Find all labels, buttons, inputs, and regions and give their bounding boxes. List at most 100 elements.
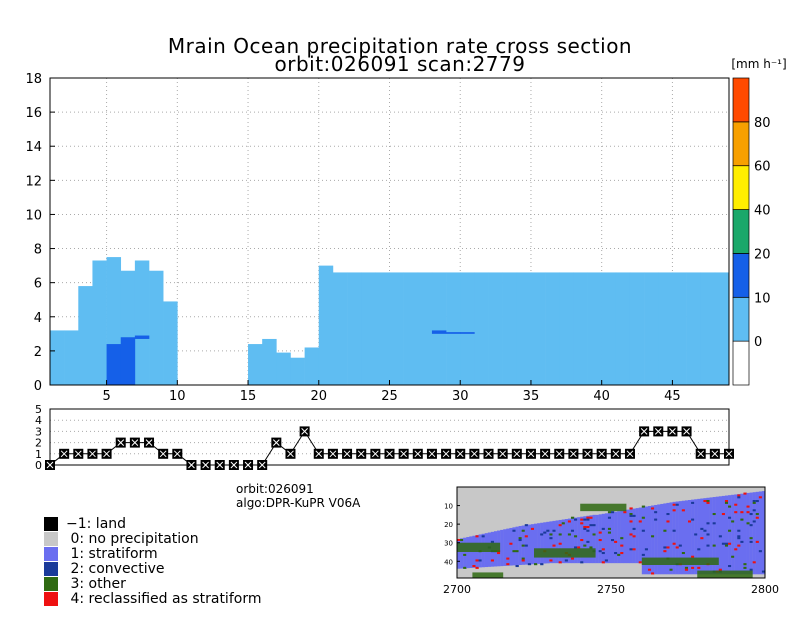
swath-pixel xyxy=(672,542,676,545)
swath-pixel xyxy=(463,566,467,569)
rain-column xyxy=(347,272,362,385)
swath-pixel xyxy=(506,563,510,566)
swath-precip-column xyxy=(734,494,738,575)
swath-pixel xyxy=(457,539,461,542)
swath-precip-column xyxy=(466,537,470,569)
swath-other-region xyxy=(697,570,753,578)
flag-marker-cross xyxy=(89,450,96,458)
swath-pixel xyxy=(700,527,704,530)
swath-precip-column xyxy=(709,497,713,575)
swath-pixel xyxy=(734,511,738,514)
swath-pixel xyxy=(589,524,593,527)
swath-pixel xyxy=(700,537,704,540)
swath-pixel xyxy=(743,492,747,495)
swath-precip-column xyxy=(666,502,670,575)
flag-marker-cross xyxy=(230,461,238,469)
colorbar-segment xyxy=(732,121,750,167)
swath-precip-column xyxy=(706,497,710,575)
colorbar-tick-label: 40 xyxy=(754,204,771,219)
swath-precip-column xyxy=(561,519,565,564)
swath-pixel xyxy=(589,546,593,549)
swath-precip-column xyxy=(534,523,538,565)
swath-pixel xyxy=(564,559,569,562)
swath-pixel xyxy=(623,511,627,514)
swath-pixel xyxy=(703,529,707,532)
swath-pixel xyxy=(761,570,766,573)
swath-pixel xyxy=(460,539,464,542)
colorbar-segment xyxy=(732,77,750,123)
swath-pixel xyxy=(475,559,479,562)
colorbar-tick-label: 80 xyxy=(754,116,771,131)
swath-pixel xyxy=(740,518,744,521)
swath-pixel xyxy=(688,520,692,523)
rain-column xyxy=(50,330,65,385)
swath-precip-column xyxy=(660,503,664,575)
rain-column xyxy=(403,272,419,385)
swath-precip-column xyxy=(546,521,550,564)
swath-precip-column xyxy=(527,524,532,565)
flag-marker-cross xyxy=(357,450,365,458)
rain-column xyxy=(149,270,164,385)
y-tick-label: 4 xyxy=(34,311,42,326)
legend-swatch xyxy=(44,532,58,546)
flag-marker-cross xyxy=(456,450,464,458)
y-tick-label: 0 xyxy=(34,379,42,394)
swath-pixel xyxy=(586,518,590,521)
swath-precip-column xyxy=(626,509,630,564)
swath-pixel xyxy=(512,550,516,553)
convective-cell xyxy=(134,335,150,339)
rain-column xyxy=(587,272,602,385)
swath-pixel xyxy=(598,531,602,534)
swath-pixel xyxy=(629,548,633,551)
y-tick-label: 3 xyxy=(35,425,42,438)
x-tick-label: 30 xyxy=(452,389,469,404)
x-tick-label: 40 xyxy=(593,389,610,404)
legend-label: 2: convective xyxy=(66,561,165,577)
swath-precip-column xyxy=(518,526,522,565)
rain-column xyxy=(559,272,574,385)
swath-precip-column xyxy=(728,495,732,575)
swath-precip-column xyxy=(737,494,741,575)
swath-precip-column xyxy=(761,491,766,575)
swath-pixel xyxy=(752,520,756,523)
x-tick-label: 10 xyxy=(169,389,186,404)
swath-pixel xyxy=(666,546,670,549)
chart-subtitle: orbit:026091 scan:2779 xyxy=(274,52,526,76)
swath-precip-column xyxy=(755,491,760,575)
swath-pixel xyxy=(638,520,642,523)
swath-precip-column xyxy=(617,511,621,564)
swath-precip-column xyxy=(651,505,655,575)
swath-precip-column xyxy=(567,518,572,564)
swath-pixel xyxy=(601,561,606,564)
swath-pixel xyxy=(577,546,581,549)
swath-precip-column xyxy=(460,538,464,569)
swath-map: 2700 2750 2800 10 20 30 40 xyxy=(443,486,779,596)
swath-pixel xyxy=(601,548,606,551)
swath-pixel xyxy=(524,524,529,527)
flag-marker-cross xyxy=(414,450,422,458)
swath-pixel xyxy=(580,561,584,564)
rain-column xyxy=(573,272,588,385)
swath-precip-column xyxy=(552,520,556,564)
swath-precip-column xyxy=(607,512,612,564)
swath-pixel xyxy=(737,544,741,547)
swath-pixel xyxy=(663,546,667,549)
swath-pixel xyxy=(586,540,590,543)
flag-marker-cross xyxy=(315,450,323,458)
swath-precip-column xyxy=(681,500,686,575)
swath-pixel xyxy=(549,559,553,562)
swath-pixel xyxy=(598,550,602,553)
y-tick-label: 0 xyxy=(35,459,42,472)
swath-y-tick-label: 40 xyxy=(444,558,453,566)
x-tick-label: 20 xyxy=(310,389,327,404)
flag-marker-cross xyxy=(329,450,337,458)
swath-pixel xyxy=(549,533,553,536)
flag-marker-cross xyxy=(584,450,591,458)
swath-precip-column xyxy=(570,518,575,564)
rain-column xyxy=(658,272,673,385)
swath-precip-column xyxy=(758,491,763,575)
swath-pixel xyxy=(521,544,525,547)
flag-marker-cross xyxy=(103,450,110,458)
y-tick-label: 18 xyxy=(25,72,42,87)
swath-pixel xyxy=(518,539,522,542)
